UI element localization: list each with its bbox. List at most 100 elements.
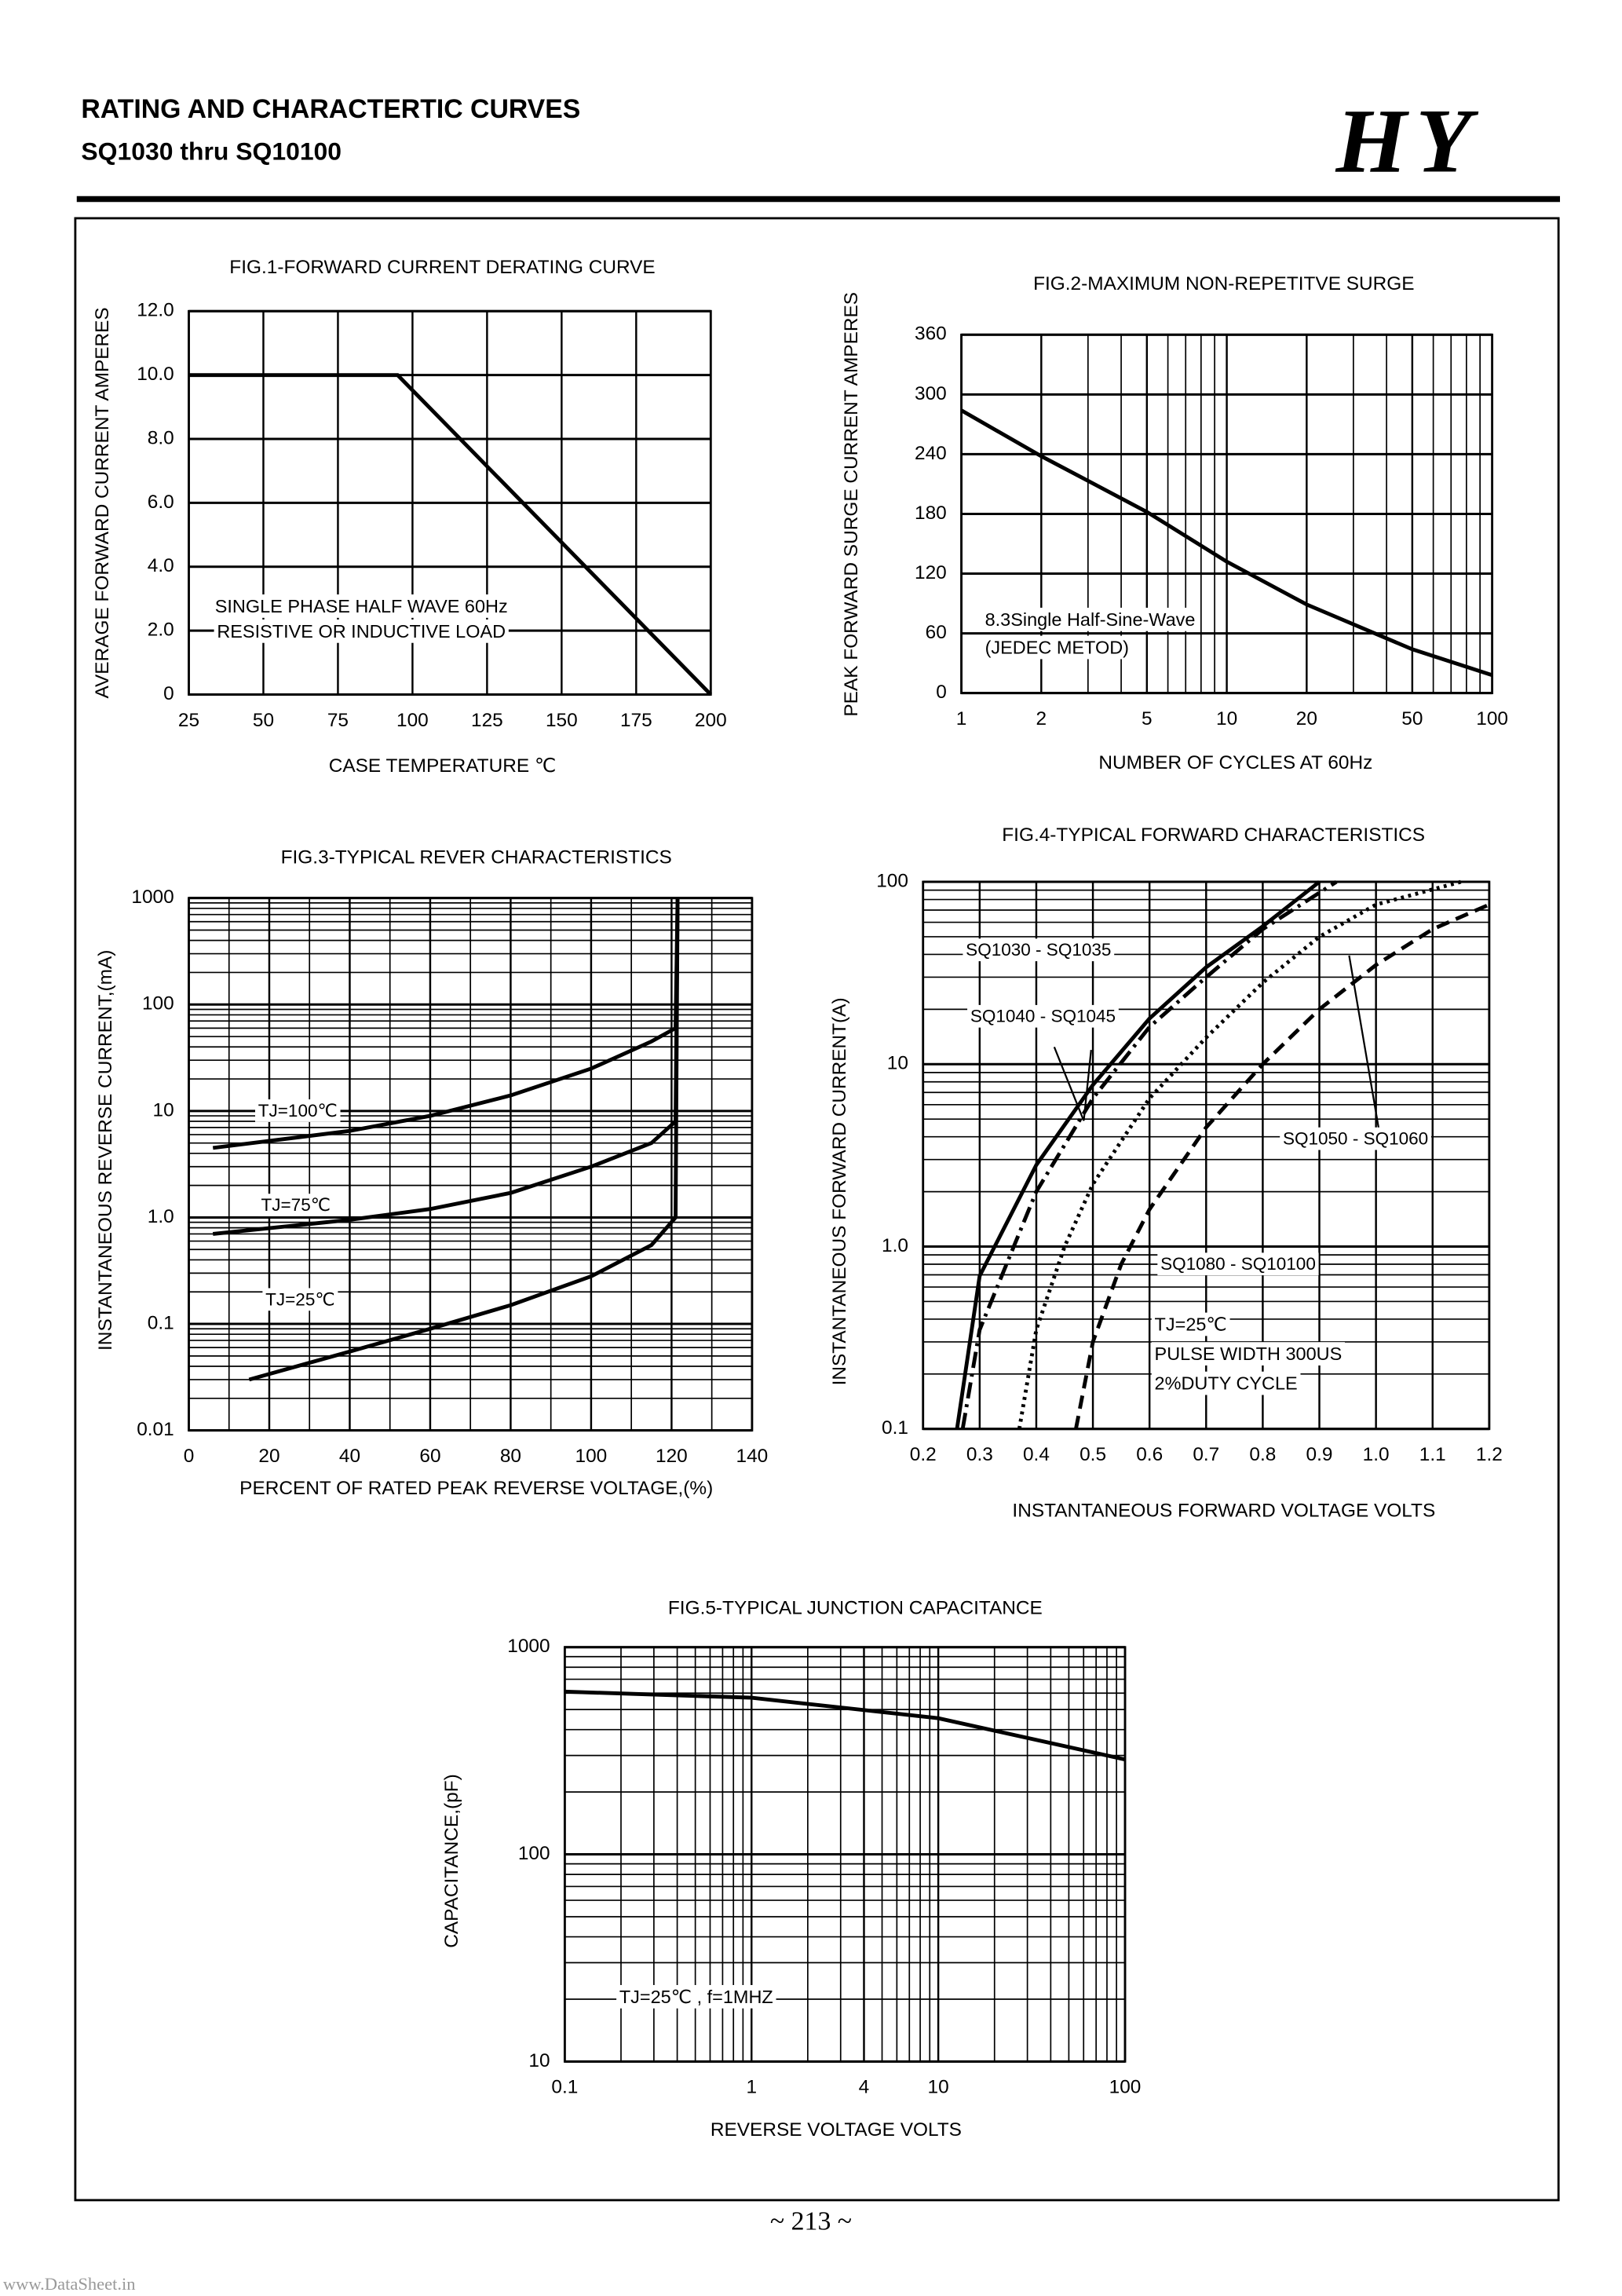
x-tick-label: 2: [1036, 708, 1047, 729]
y-tick-label: 10: [887, 1053, 908, 1074]
x-axis-label: INSTANTANEOUS FORWARD VOLTAGE VOLTS: [1012, 1500, 1435, 1521]
y-tick-label: 0.1: [148, 1312, 174, 1333]
y-tick-label: 0: [163, 683, 174, 704]
x-tick-label: 20: [1296, 708, 1317, 729]
x-tick-label: 100: [396, 710, 429, 731]
series-line: [960, 408, 1493, 678]
y-axis-label: AVERAGE FORWARD CURRENT AMPERES: [92, 307, 113, 698]
y-tick-label: 180: [915, 503, 947, 524]
y-tick-label: 6.0: [148, 492, 174, 513]
x-axis-label: NUMBER OF CYCLES AT 60Hz: [1098, 752, 1372, 773]
x-tick-label: 120: [656, 1446, 688, 1467]
x-tick-label: 0.4: [1023, 1444, 1050, 1465]
series-line: [188, 373, 713, 696]
plot-frame: [922, 880, 1491, 1431]
watermark: www.DataSheet.in: [3, 2274, 136, 2294]
plot-frame: [563, 1646, 1127, 2063]
x-axis-label: REVERSE VOLTAGE VOLTS: [711, 2119, 962, 2141]
y-tick-label: 60: [926, 622, 947, 643]
y-tick-label: 8.0: [148, 427, 174, 448]
x-tick-label: 150: [546, 710, 578, 731]
arrow: [1053, 1046, 1085, 1121]
x-tick-label: 25: [178, 710, 199, 731]
x-tick-label: 1: [746, 2077, 757, 2098]
y-tick-label: 300: [915, 383, 947, 404]
chart-title: FIG.5-TYPICAL JUNCTION CAPACITANCE: [668, 1597, 1043, 1618]
x-tick-label: 125: [471, 710, 503, 731]
label-background: [255, 1099, 341, 1122]
annotation: 8.3Single Half-Sine-Wave: [985, 609, 1196, 630]
x-tick-label: 60: [419, 1446, 440, 1467]
y-tick-label: 12.0: [137, 300, 174, 321]
x-tick-label: 10: [928, 2077, 949, 2098]
y-tick-label: 0.01: [137, 1419, 174, 1440]
x-tick-label: 75: [327, 710, 349, 731]
annotation: RESISTIVE OR INDUCTIVE LOAD: [217, 621, 506, 642]
y-tick-label: 360: [915, 324, 947, 345]
y-tick-label: 10.0: [137, 364, 174, 385]
x-tick-label: 50: [253, 710, 274, 731]
annotation: TJ=25℃ , f=1MHZ: [619, 1987, 773, 2007]
label-background: [981, 607, 1199, 631]
x-tick-label: 10: [1216, 708, 1237, 729]
y-axis-label: PEAK FORWARD SURGE CURRENT AMPERES: [841, 292, 862, 717]
label-background: [1280, 1127, 1431, 1150]
plot-frame: [188, 897, 754, 1432]
plot-frame: [188, 309, 712, 696]
x-tick-label: 100: [1476, 708, 1508, 729]
series-label: SQ1030 - SQ1035: [966, 940, 1111, 960]
label-background: [1151, 1371, 1301, 1395]
x-tick-label: 1.0: [1363, 1444, 1390, 1465]
series-label: TJ=25℃: [265, 1289, 334, 1309]
y-tick-label: 4.0: [148, 555, 174, 576]
x-tick-label: 20: [258, 1446, 279, 1467]
annotation: PULSE WIDTH 300US: [1155, 1344, 1343, 1364]
x-tick-label: 0.5: [1080, 1444, 1106, 1465]
y-axis-label: INSTANTANEOUS FORWARD CURRENT(A): [829, 997, 850, 1385]
frame: [74, 217, 1560, 2202]
label-background: [258, 1194, 334, 1217]
x-tick-label: 1.2: [1476, 1444, 1503, 1465]
header-subtitle: SQ1030 thru SQ10100: [81, 137, 342, 166]
label-background: [211, 594, 511, 618]
x-tick-label: 0.3: [966, 1444, 993, 1465]
annotation: 2%DUTY CYCLE: [1155, 1373, 1298, 1394]
x-axis-label: CASE TEMPERATURE ℃: [329, 755, 557, 777]
x-tick-label: 0.6: [1136, 1444, 1163, 1465]
x-tick-label: 0.9: [1306, 1444, 1333, 1465]
label-background: [616, 1984, 776, 2009]
x-tick-label: 140: [736, 1446, 769, 1467]
plot-frame: [960, 333, 1494, 695]
annotation: SINGLE PHASE HALF WAVE 60Hz: [215, 596, 508, 616]
x-axis-label: PERCENT OF RATED PEAK REVERSE VOLTAGE,(%…: [239, 1478, 713, 1499]
label-background: [1157, 1252, 1319, 1276]
series-line: [1074, 902, 1490, 1430]
label-background: [214, 619, 509, 643]
y-axis-label: INSTANTANEOUS REVERSE CURRENT,(mA): [95, 950, 116, 1351]
header-title: RATING AND CHARACTERTIC CURVES: [81, 94, 580, 124]
y-tick-label: 0.1: [882, 1417, 908, 1439]
series-line: [955, 880, 1321, 1430]
label-background: [967, 1004, 1119, 1028]
x-tick-label: 0.2: [910, 1444, 937, 1465]
series-label: SQ1080 - SQ10100: [1160, 1254, 1316, 1274]
x-tick-label: 4: [859, 2077, 870, 2098]
annotation: (JEDEC METOD): [985, 638, 1129, 658]
series-label: TJ=75℃: [261, 1195, 331, 1215]
x-tick-label: 0: [184, 1446, 195, 1467]
x-tick-label: 200: [695, 710, 727, 731]
x-tick-label: 5: [1142, 708, 1153, 729]
y-tick-label: 10: [528, 2050, 550, 2071]
x-tick-label: 80: [500, 1446, 521, 1467]
label-background: [981, 635, 1132, 660]
x-tick-label: 0.7: [1193, 1444, 1219, 1465]
chart-title: FIG.3-TYPICAL REVER CHARACTERISTICS: [281, 846, 672, 868]
y-tick-label: 1000: [131, 887, 174, 908]
y-tick-label: 2.0: [148, 620, 174, 641]
logo: HY: [1335, 90, 1480, 192]
y-tick-label: 240: [915, 443, 947, 464]
label-background: [1151, 1312, 1230, 1336]
x-tick-label: 100: [575, 1446, 608, 1467]
x-tick-label: 50: [1401, 708, 1423, 729]
